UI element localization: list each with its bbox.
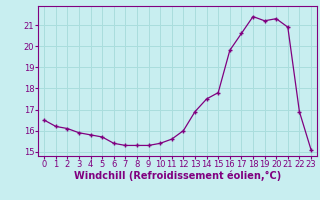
X-axis label: Windchill (Refroidissement éolien,°C): Windchill (Refroidissement éolien,°C) xyxy=(74,171,281,181)
